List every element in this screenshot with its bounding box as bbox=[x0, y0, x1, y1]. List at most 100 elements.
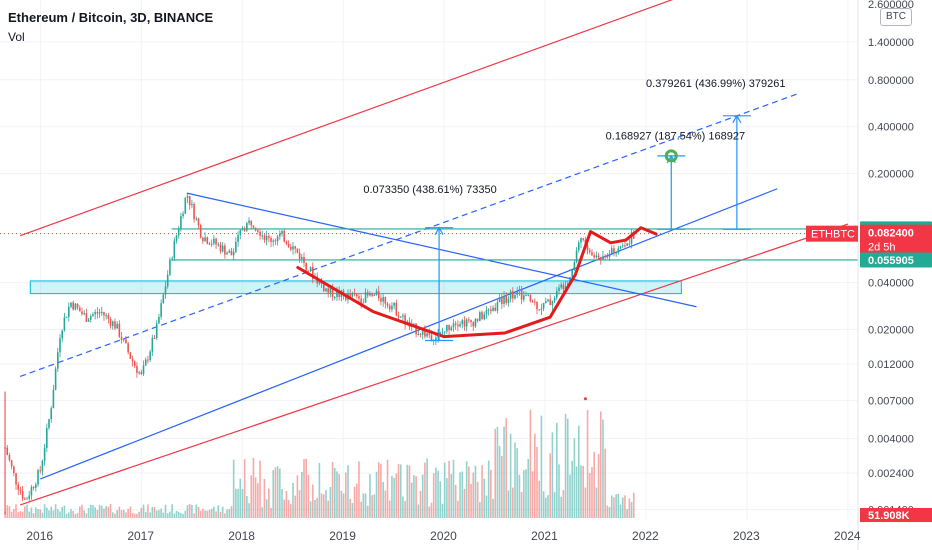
volume-bar bbox=[415, 476, 417, 518]
candle-body bbox=[518, 289, 521, 291]
volume-bar bbox=[459, 472, 461, 518]
volume-bar bbox=[355, 483, 358, 518]
candle-body bbox=[520, 289, 523, 300]
candle-body bbox=[89, 316, 92, 320]
candle-body bbox=[30, 487, 33, 496]
volume-bar bbox=[89, 504, 92, 518]
candle-body bbox=[569, 277, 571, 284]
candle-body bbox=[169, 259, 171, 275]
candle-body bbox=[399, 316, 402, 318]
candle-body bbox=[555, 290, 558, 298]
volume-bar bbox=[340, 490, 343, 518]
candle-body bbox=[116, 323, 118, 329]
candle-body bbox=[83, 313, 85, 315]
candle-body bbox=[142, 365, 145, 374]
candle-body bbox=[287, 243, 290, 247]
candle-body bbox=[219, 244, 222, 252]
candle-body bbox=[147, 359, 149, 361]
candle-body bbox=[333, 297, 336, 299]
candle-body bbox=[158, 316, 160, 324]
volume-bar bbox=[388, 500, 391, 518]
volume-bar bbox=[54, 504, 57, 518]
volume-bar bbox=[599, 411, 602, 518]
volume-bar bbox=[333, 467, 336, 518]
volume-bar bbox=[380, 463, 382, 518]
volume-bar bbox=[505, 418, 508, 518]
volume-bar bbox=[569, 474, 571, 518]
candle-body bbox=[111, 321, 114, 326]
candle-body bbox=[419, 333, 422, 335]
x-tick-label: 2022 bbox=[632, 529, 659, 543]
candle-body bbox=[303, 257, 305, 263]
volume-bar bbox=[549, 453, 551, 518]
volume-bar bbox=[8, 506, 11, 518]
volume-bar bbox=[439, 481, 442, 518]
volume-bar bbox=[195, 504, 198, 518]
volume-bar bbox=[215, 511, 217, 518]
candle-body bbox=[114, 321, 116, 329]
trendline-channel-mid bbox=[40, 188, 778, 480]
support-zone-box bbox=[29, 280, 682, 295]
currency-label[interactable]: BTC bbox=[880, 8, 912, 26]
candle-body bbox=[41, 460, 44, 472]
volume-bar bbox=[103, 508, 105, 518]
candle-body bbox=[573, 262, 576, 270]
candle-body bbox=[490, 309, 492, 312]
candle-body bbox=[604, 256, 606, 258]
volume-bar bbox=[46, 507, 48, 518]
volume-bar bbox=[261, 507, 264, 518]
volume-bar bbox=[573, 438, 576, 518]
candle-body bbox=[580, 238, 582, 243]
volume-bar bbox=[259, 460, 261, 518]
candle-body bbox=[549, 299, 551, 306]
candle-body bbox=[492, 307, 494, 312]
volume-bar bbox=[483, 478, 486, 518]
volume-bar bbox=[494, 428, 497, 518]
volume-bar bbox=[210, 508, 213, 518]
volume-tag-label: 51.908K bbox=[868, 510, 910, 522]
candle-body bbox=[162, 294, 165, 304]
support-zone bbox=[29, 280, 682, 295]
volume-bar bbox=[547, 495, 549, 518]
volume-indicator-label[interactable]: Vol bbox=[8, 30, 25, 44]
candle-body bbox=[228, 250, 231, 253]
volume-bar bbox=[169, 511, 171, 518]
candle-body bbox=[391, 305, 393, 310]
candle-body bbox=[107, 315, 110, 319]
candle-body bbox=[435, 337, 437, 341]
volume-bar bbox=[430, 502, 433, 518]
candle-body bbox=[250, 220, 253, 226]
volume-bar bbox=[527, 459, 530, 518]
volume-bar bbox=[632, 492, 635, 518]
volume-bar bbox=[580, 465, 582, 518]
candle-body bbox=[226, 252, 228, 255]
candle-body bbox=[441, 332, 444, 334]
candle-body bbox=[74, 303, 77, 310]
symbol-title[interactable]: Ethereum / Bitcoin, 3D, BINANCE bbox=[8, 10, 214, 25]
volume-bar bbox=[221, 506, 224, 518]
candle-body bbox=[318, 280, 321, 284]
measure-annotation: 0.168927 (187.54%) 168927 bbox=[606, 131, 745, 143]
candle-body bbox=[232, 251, 235, 256]
volume-bar bbox=[67, 512, 70, 518]
candle-body bbox=[206, 237, 209, 244]
candle-body bbox=[217, 244, 220, 246]
volume-bar bbox=[311, 484, 314, 518]
volume-bar bbox=[606, 505, 609, 518]
candle-body bbox=[624, 245, 626, 247]
volume-bar bbox=[26, 504, 28, 518]
y-tick-label: 0.400000 bbox=[868, 122, 914, 134]
target-mark-icon bbox=[664, 149, 678, 163]
volume-bar bbox=[470, 483, 472, 518]
time-axis[interactable]: 2016 2017 2018 2019 2020 2021 2022 2023 2024 bbox=[26, 529, 861, 543]
chart-legend[interactable]: Ethereum / Bitcoin, 3D, BINANCE bbox=[8, 10, 213, 25]
candle-body bbox=[547, 299, 549, 302]
volume-bar bbox=[125, 512, 127, 518]
volume-bar bbox=[37, 509, 39, 518]
candle-body bbox=[382, 297, 384, 302]
volume-bar bbox=[252, 458, 255, 518]
volume-bar bbox=[155, 510, 158, 518]
price-axis[interactable]: 1.400000 0.800000 0.400000 0.200000 0.040000… bbox=[857, 0, 914, 550]
candle-body bbox=[586, 245, 589, 251]
volume-bar bbox=[555, 422, 558, 518]
